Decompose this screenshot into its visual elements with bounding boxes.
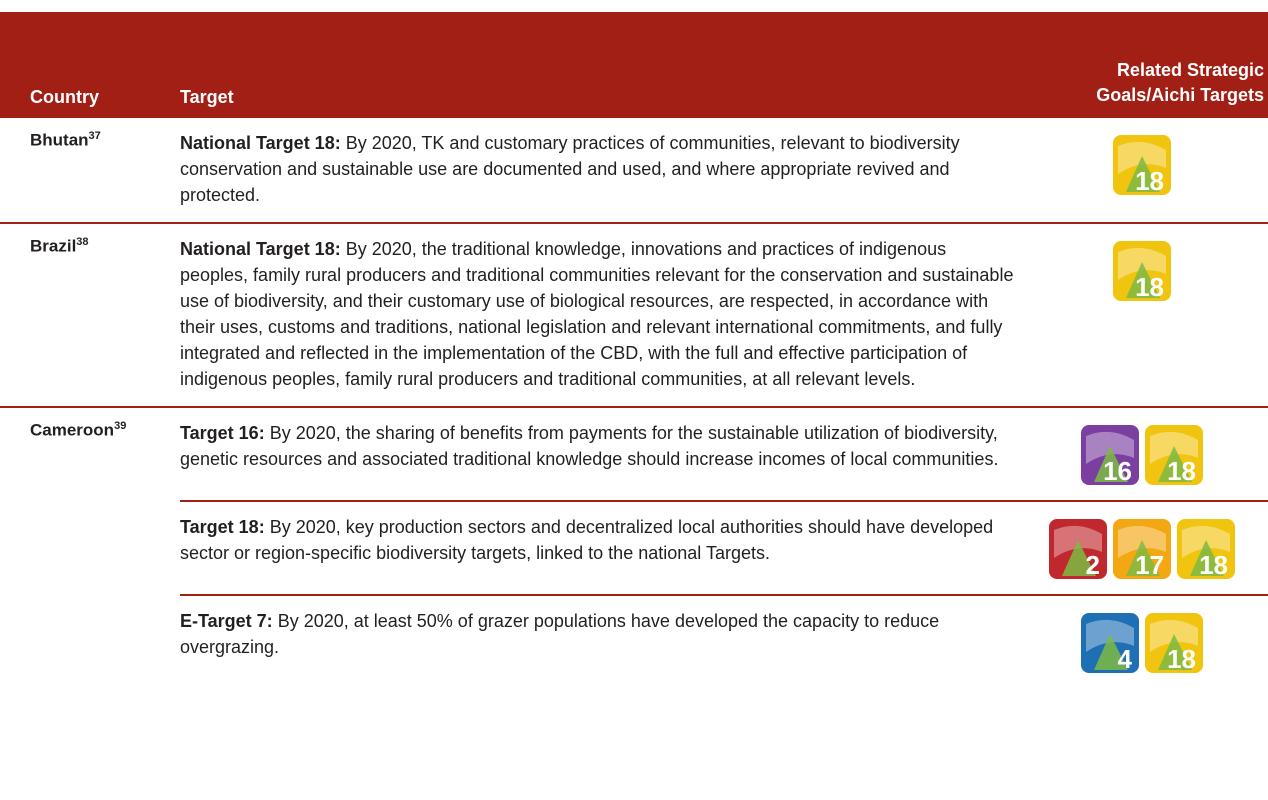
icon-number: 18: [1167, 644, 1196, 674]
target-text: Target 18: By 2020, key production secto…: [180, 514, 1015, 580]
country-cell: Bhutan37: [0, 118, 180, 222]
footnote-ref: 37: [88, 130, 101, 142]
target-description: By 2020, at least 50% of grazer populati…: [180, 611, 940, 657]
country-name: Cameroon: [30, 420, 115, 440]
target-text: National Target 18: By 2020, the traditi…: [180, 236, 1015, 392]
aichi-icon: 18: [1176, 519, 1235, 580]
target-description: By 2020, the traditional knowledge, inno…: [180, 239, 1014, 389]
aichi-icon: 18: [1144, 613, 1203, 674]
aichi-icon: 4: [1080, 613, 1139, 674]
icon-number: 18: [1135, 166, 1164, 196]
header-target: Target: [180, 87, 234, 107]
target-text: Target 16: By 2020, the sharing of benef…: [180, 420, 1015, 486]
target-text: National Target 18: By 2020, TK and cust…: [180, 130, 1015, 208]
footnote-ref: 38: [76, 236, 89, 248]
entries: Target 16: By 2020, the sharing of benef…: [180, 408, 1268, 688]
icon-shape: [1125, 262, 1160, 298]
entries: National Target 18: By 2020, TK and cust…: [180, 118, 1268, 222]
target-label: National Target 18:: [180, 133, 341, 153]
aichi-icon: 18: [1112, 241, 1171, 302]
footnote-ref: 39: [114, 420, 127, 432]
aichi-icon: 18: [1112, 135, 1171, 196]
icon-shape: [1061, 540, 1096, 576]
icon-shape: [1125, 540, 1160, 576]
icon-number: 2: [1085, 550, 1099, 580]
icon-shape: [1125, 156, 1160, 192]
icon-number: 18: [1167, 456, 1196, 486]
target-entry: E-Target 7: By 2020, at least 50% of gra…: [180, 594, 1268, 688]
icon-shape: [1157, 446, 1192, 482]
icon-number: 17: [1135, 550, 1164, 580]
icons: 4 18: [1015, 608, 1268, 674]
icon-number: 4: [1117, 644, 1132, 674]
target-label: E-Target 7:: [180, 611, 273, 631]
icons: 18: [1015, 236, 1268, 392]
target-entry: Target 18: By 2020, key production secto…: [180, 500, 1268, 594]
entries: National Target 18: By 2020, the traditi…: [180, 224, 1268, 406]
country-name: Bhutan: [30, 130, 89, 150]
icons: 18: [1015, 130, 1268, 208]
target-label: Target 16:: [180, 423, 265, 443]
target-text: E-Target 7: By 2020, at least 50% of gra…: [180, 608, 1015, 674]
aichi-icon: 17: [1112, 519, 1171, 580]
table-row: Brazil38 National Target 18: By 2020, the…: [0, 224, 1268, 408]
header-related: Related Strategic Goals/Aichi Targets: [1096, 60, 1264, 105]
table-row: Cameroon39 Target 16: By 2020, the sharin…: [0, 408, 1268, 688]
target-description: By 2020, the sharing of benefits from pa…: [180, 423, 999, 469]
icon-shape: [1157, 634, 1192, 670]
icon-number: 16: [1103, 456, 1132, 486]
table-header: Country Target Related Strategic Goals/A…: [0, 12, 1268, 118]
icon-shape: [1093, 634, 1128, 670]
target-label: National Target 18:: [180, 239, 341, 259]
icon-shape: [1189, 540, 1224, 576]
table-row: Bhutan37 National Target 18: By 2020, TK …: [0, 118, 1268, 224]
aichi-icon: 2: [1048, 519, 1107, 580]
aichi-icon: 16: [1080, 425, 1139, 486]
target-description: By 2020, TK and customary practices of c…: [180, 133, 960, 205]
target-entry: National Target 18: By 2020, the traditi…: [180, 224, 1268, 406]
country-cell: Cameroon39: [0, 408, 180, 688]
header-country: Country: [30, 87, 99, 107]
target-entry: National Target 18: By 2020, TK and cust…: [180, 118, 1268, 222]
table-body: Bhutan37 National Target 18: By 2020, TK …: [0, 118, 1268, 688]
icon-shape: [1093, 446, 1128, 482]
icons: 16 18: [1015, 420, 1268, 486]
target-description: By 2020, key production sectors and dece…: [180, 517, 994, 563]
target-entry: Target 16: By 2020, the sharing of benef…: [180, 408, 1268, 500]
country-cell: Brazil38: [0, 224, 180, 406]
aichi-icon: 18: [1144, 425, 1203, 486]
country-name: Brazil: [30, 236, 77, 256]
target-label: Target 18:: [180, 517, 265, 537]
icons: 2 17 18: [1015, 514, 1268, 580]
icon-number: 18: [1135, 272, 1164, 302]
icon-number: 18: [1199, 550, 1228, 580]
